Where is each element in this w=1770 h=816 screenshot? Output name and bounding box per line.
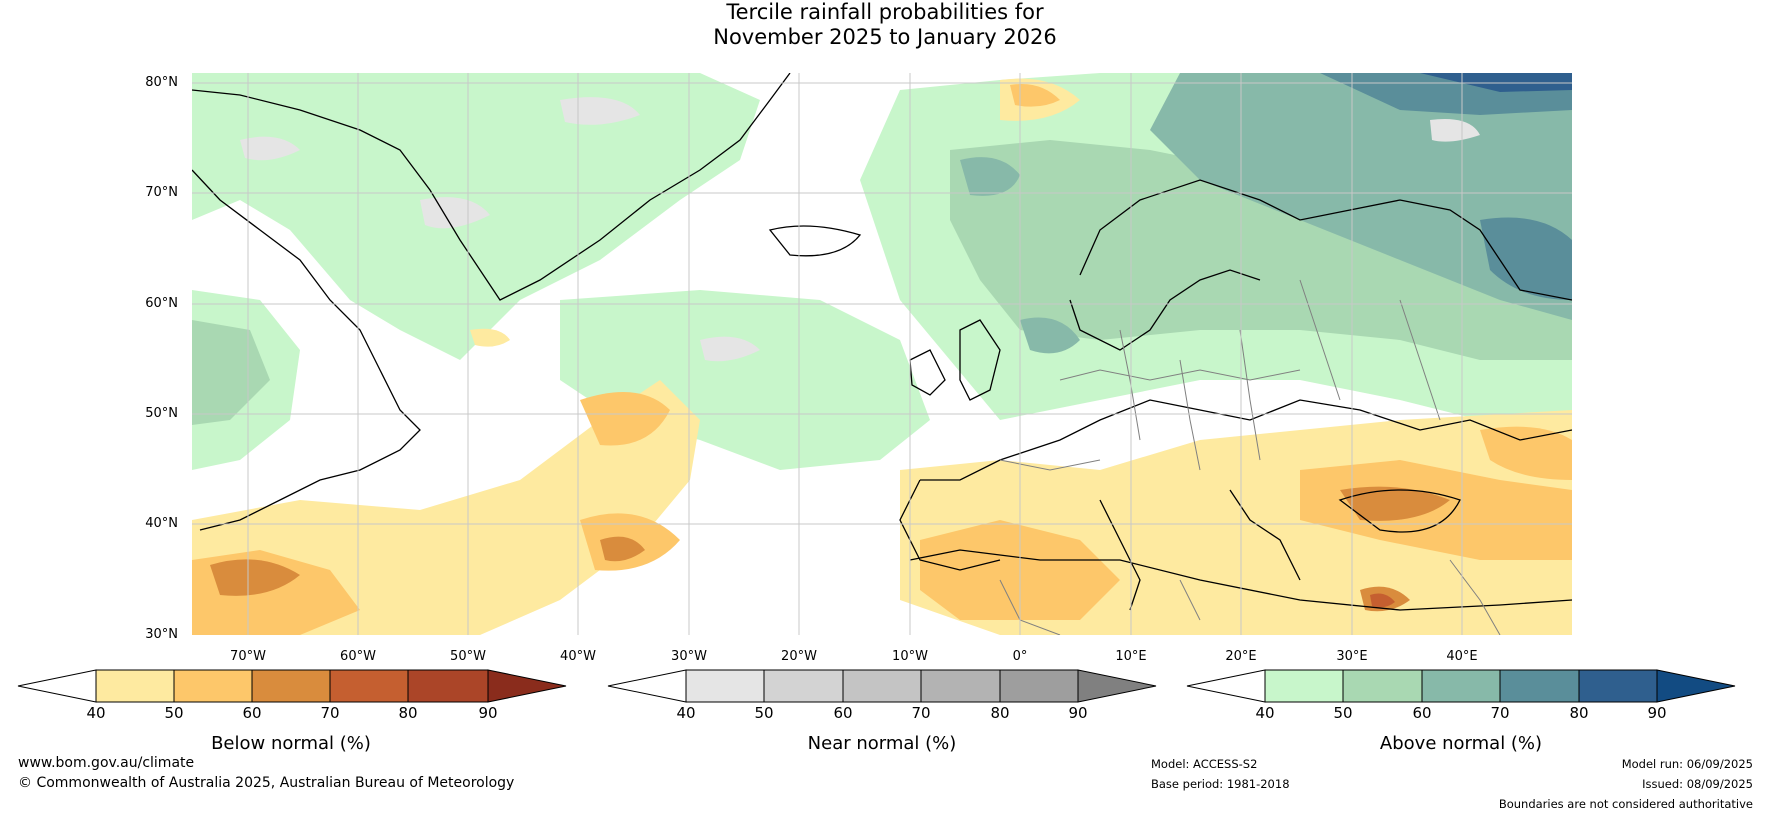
lat-label-60n: 60°N xyxy=(145,296,178,311)
gridlines xyxy=(192,73,1572,635)
near-tick-40: 40 xyxy=(676,704,696,722)
lat-label-70n: 70°N xyxy=(145,185,178,200)
title-line-2: November 2025 to January 2026 xyxy=(713,25,1057,49)
near-normal-label: Near normal (%) xyxy=(807,733,957,754)
colorbar-below-lower-extend xyxy=(17,669,97,703)
near-tick-90: 90 xyxy=(1068,704,1088,722)
lon-label-0: 0° xyxy=(1012,649,1028,664)
lat-label-30n: 30°N xyxy=(145,627,178,642)
lon-label-20e: 20°E xyxy=(1225,649,1257,664)
model-name: Model: ACCESS-S2 xyxy=(1151,757,1258,771)
above-tick-70: 70 xyxy=(1490,704,1510,722)
colorbar-below-normal xyxy=(17,669,567,703)
issued-date: Issued: 08/09/2025 xyxy=(1642,777,1753,791)
below-tick-40: 40 xyxy=(86,704,106,722)
below-tick-70: 70 xyxy=(320,704,340,722)
colorbar-below-upper-extend xyxy=(487,669,567,703)
base-period: Base period: 1981-2018 xyxy=(1151,777,1290,791)
lat-label-40n: 40°N xyxy=(145,516,178,531)
below-normal-label: Below normal (%) xyxy=(211,733,371,754)
below-tick-90: 90 xyxy=(478,704,498,722)
model-run-date: Model run: 06/09/2025 xyxy=(1621,757,1753,771)
country-borders xyxy=(999,279,1501,635)
above-tick-80: 80 xyxy=(1569,704,1589,722)
copyright-text: © Commonwealth of Australia 2025, Austra… xyxy=(18,775,515,791)
above-tick-40: 40 xyxy=(1255,704,1275,722)
below-normal-regions xyxy=(192,78,1572,635)
above-normal-label: Above normal (%) xyxy=(1379,733,1543,754)
coastlines xyxy=(192,73,1572,611)
lat-label-50n: 50°N xyxy=(145,406,178,421)
below-tick-50: 50 xyxy=(164,704,184,722)
lon-label-40w: 40°W xyxy=(560,649,596,664)
colorbar-above-normal xyxy=(1186,669,1736,703)
lon-label-30w: 30°W xyxy=(671,649,707,664)
disclaimer: Boundaries are not considered authoritat… xyxy=(1498,797,1753,811)
lon-label-30e: 30°E xyxy=(1336,649,1368,664)
lon-label-10w: 10°W xyxy=(892,649,928,664)
below-tick-60: 60 xyxy=(242,704,262,722)
lon-label-60w: 60°W xyxy=(340,649,376,664)
near-tick-60: 60 xyxy=(833,704,853,722)
chart-title: Tercile rainfall probabilities for Novem… xyxy=(0,0,1770,50)
lon-label-10e: 10°E xyxy=(1115,649,1147,664)
above-tick-50: 50 xyxy=(1333,704,1353,722)
lat-label-80n: 80°N xyxy=(145,75,178,90)
near-tick-70: 70 xyxy=(911,704,931,722)
near-tick-50: 50 xyxy=(754,704,774,722)
map-field xyxy=(192,73,1572,635)
website-link[interactable]: www.bom.gov.au/climate xyxy=(18,755,195,771)
title-line-1: Tercile rainfall probabilities for xyxy=(726,0,1044,24)
colorbar-near-normal xyxy=(607,669,1157,703)
below-tick-80: 80 xyxy=(398,704,418,722)
above-tick-60: 60 xyxy=(1412,704,1432,722)
lon-label-50w: 50°W xyxy=(450,649,486,664)
near-tick-80: 80 xyxy=(990,704,1010,722)
above-tick-90: 90 xyxy=(1647,704,1667,722)
lon-label-70w: 70°W xyxy=(230,649,266,664)
lon-label-20w: 20°W xyxy=(781,649,817,664)
lon-label-40e: 40°E xyxy=(1446,649,1478,664)
